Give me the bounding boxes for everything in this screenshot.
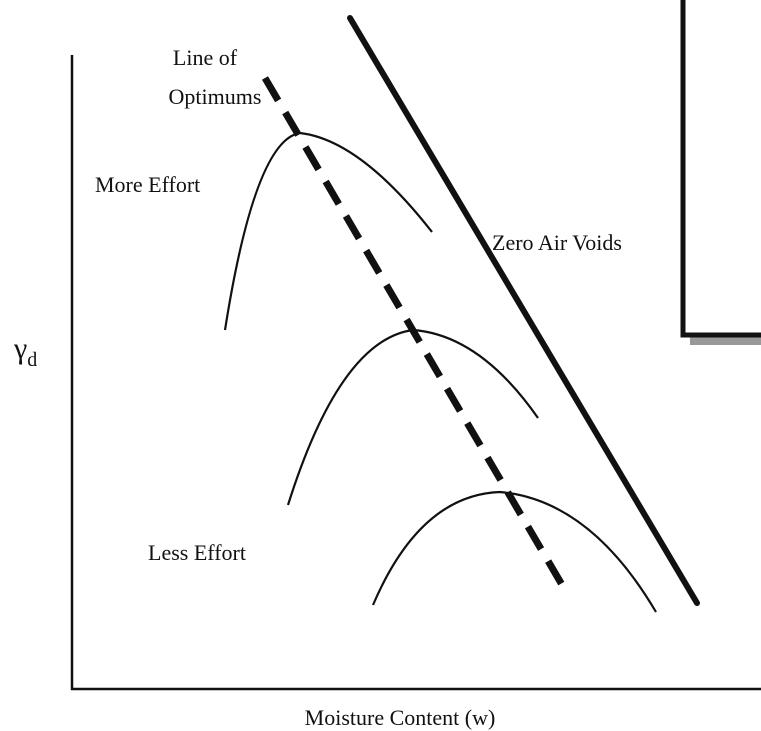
overlay-box [680, 0, 761, 338]
x-axis-label: Moisture Content (w) [305, 705, 496, 730]
compaction-curve-low [371, 490, 657, 613]
compaction-curve-high [223, 131, 433, 331]
line-of-optimums [261, 76, 572, 597]
label: Optimums [169, 84, 262, 109]
compaction-curve-mid [286, 328, 539, 506]
y-axis-symbol: γ [13, 332, 27, 365]
y-axis-label: γd [13, 332, 37, 371]
label: More Effort [95, 172, 200, 197]
zero-air-voids-line [347, 15, 700, 606]
label: Less Effort [148, 540, 246, 565]
label: Line of [173, 45, 238, 70]
label: Zero Air Voids [492, 230, 622, 255]
y-axis-subscript: d [27, 349, 37, 371]
